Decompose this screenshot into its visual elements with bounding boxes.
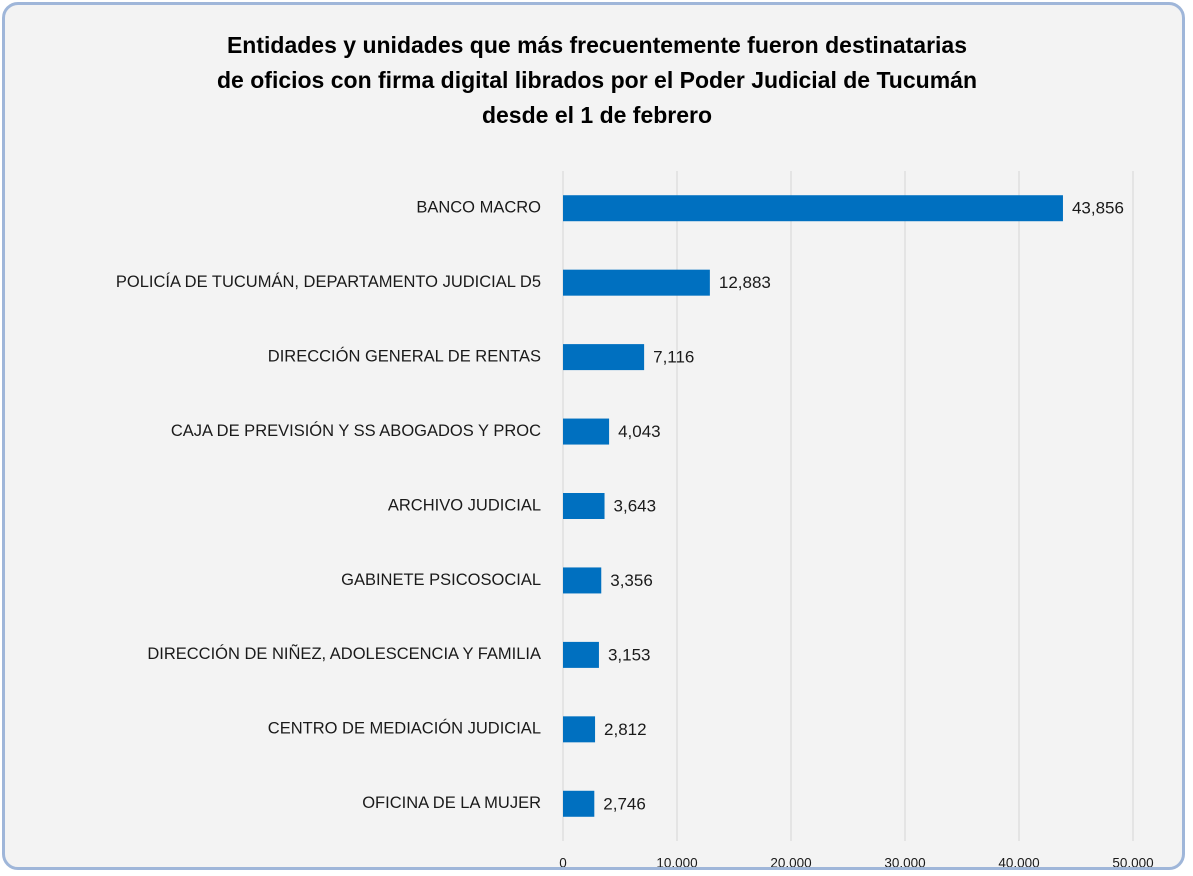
data-label: 12,883 [719, 273, 771, 292]
x-tick-label: 50,000 [1112, 856, 1153, 870]
data-label: 7,116 [653, 348, 694, 367]
x-tick-label: 40,000 [998, 856, 1039, 870]
bar [563, 344, 645, 371]
bar [563, 790, 595, 817]
chart: Entidades y unidades que más frecuenteme… [116, 32, 1154, 870]
x-tick-label: 30,000 [884, 856, 925, 870]
y-tick-label: GABINETE PSICOSOCIAL [341, 571, 541, 589]
y-tick-label: ARCHIVO JUDICIAL [388, 496, 541, 514]
bar [563, 269, 710, 296]
y-tick-label: DIRECCIÓN DE NIÑEZ, ADOLESCENCIA Y FAMIL… [147, 643, 541, 663]
data-label: 4,043 [618, 422, 661, 441]
y-tick-label: POLICÍA DE TUCUMÁN, DEPARTAMENTO JUDICIA… [116, 272, 541, 291]
data-label: 2,812 [604, 720, 647, 739]
y-tick-label: OFICINA DE LA MUJER [362, 794, 541, 812]
y-tick-label: CENTRO DE MEDIACIÓN JUDICIAL [268, 719, 541, 738]
bar [563, 195, 1063, 222]
bar [563, 493, 605, 519]
x-tick-label: 0 [559, 856, 567, 870]
chart-title: desde el 1 de febrero [482, 102, 712, 128]
chart-title: de oficios con firma digital librados po… [217, 67, 977, 93]
bar [563, 567, 602, 594]
bar [563, 716, 596, 743]
bar [563, 418, 610, 445]
y-tick-label: BANCO MACRO [416, 199, 541, 217]
y-tick-label: DIRECCIÓN GENERAL DE RENTAS [268, 346, 541, 365]
data-label: 3,643 [614, 496, 657, 515]
data-label: 3,153 [608, 645, 651, 664]
data-label: 2,746 [603, 794, 646, 813]
data-label: 43,856 [1072, 199, 1124, 218]
data-label: 3,356 [610, 571, 653, 590]
x-tick-label: 20,000 [770, 856, 811, 870]
x-tick-label: 10,000 [656, 856, 697, 870]
bar [563, 641, 599, 668]
y-tick-label: CAJA DE PREVISIÓN Y SS ABOGADOS Y PROC [171, 421, 541, 440]
chart-title: Entidades y unidades que más frecuenteme… [227, 32, 967, 58]
